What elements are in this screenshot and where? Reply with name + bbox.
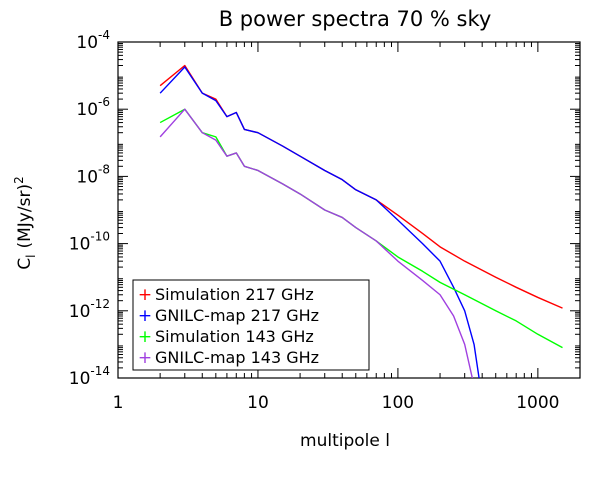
legend-marker-4: + [138,348,152,368]
x-tick-label: 1 [113,393,124,413]
legend-label-3: Simulation 143 GHz [155,327,314,346]
x-axis-label: multipole l [300,431,390,451]
series-lines [159,64,563,378]
axis-ticks: 1 10 100 1000 10-14 10-12 10-10 10-8 10-6 10-4 [69,28,580,413]
legend-items: + Simulation 217 GHz+ GNILC-map 217 GHz+ Si… [138,285,319,368]
chart-title: B power spectra 70 % sky [219,7,492,31]
legend-marker-1: + [138,285,152,305]
y-axis-label-unit: (MJy/sr) [15,184,35,249]
legend-marker-3: + [138,327,152,347]
y-axis-label-main: C [15,258,35,270]
y-axis-label: Cl (MJy/sr)2 [12,176,38,269]
y-tick-label: 10-10 [69,230,110,255]
y-tick-label: 10-4 [76,28,110,53]
y-tick-label: 10-14 [69,364,110,389]
series-line-2 [159,66,480,378]
y-tick-label: 10-8 [76,162,110,187]
legend-label-4: GNILC-map 143 GHz [155,348,319,367]
legend-box [132,279,370,371]
y-axis-label-subscript: l [24,255,38,258]
y-axis-label-superscript: 2 [12,176,26,184]
x-tick-label: 100 [382,393,414,413]
legend-marker-2: + [138,306,152,326]
x-tick-label: 1000 [516,393,559,413]
legend-label-2: GNILC-map 217 GHz [155,306,319,325]
x-tick-label: 10 [247,393,269,413]
series-line-4 [159,108,473,378]
legend: + Simulation 217 GHz+ GNILC-map 217 GHz+ Si… [132,279,370,371]
series-line-1 [159,64,563,309]
plot-frame [117,41,581,379]
plot-area: 1 10 100 1000 10-14 10-12 10-10 10-8 10-6 10-4 [69,28,581,413]
y-tick-label: 10-12 [69,297,110,322]
legend-label-1: Simulation 217 GHz [155,285,314,304]
y-tick-label: 10-6 [76,95,110,120]
